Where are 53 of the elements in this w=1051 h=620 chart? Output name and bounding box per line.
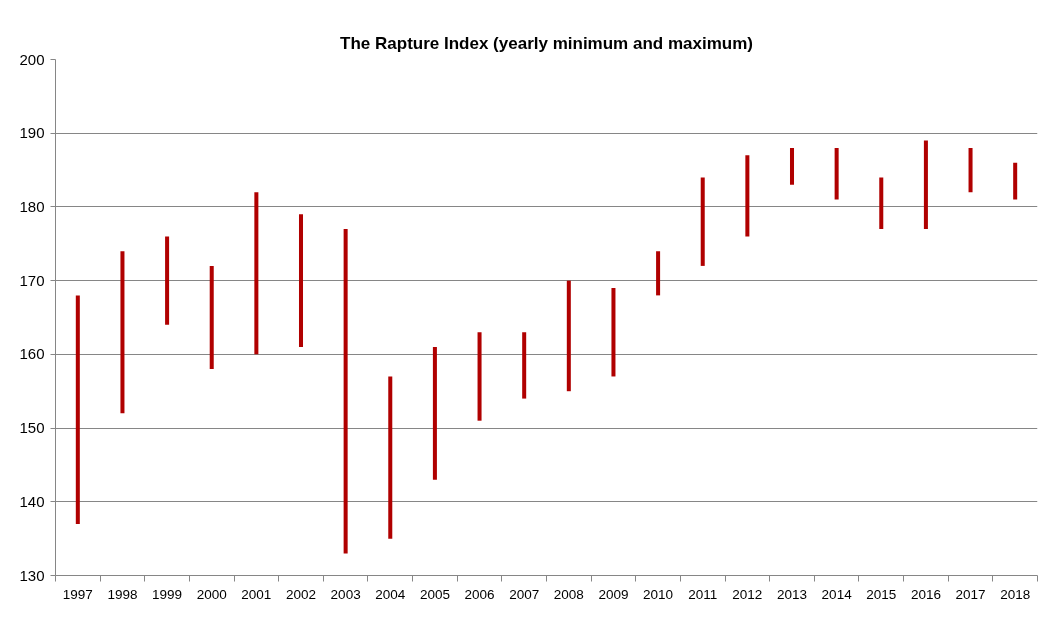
bar	[968, 147, 973, 193]
x-tick-label: 2016	[910, 586, 941, 602]
bar	[209, 265, 214, 370]
x-tick-label: 2012	[732, 586, 763, 602]
x-tick-label: 2015	[866, 586, 897, 602]
bar	[923, 140, 928, 230]
bar	[700, 177, 705, 266]
x-tick-label: 2017	[955, 586, 986, 602]
x-tick-label: 2001	[241, 586, 272, 602]
x-tick-label: 2009	[598, 586, 629, 602]
bar	[254, 192, 259, 355]
x-tick-label: 2005	[419, 586, 450, 602]
chart-title: The Rapture Index (yearly minimum and maximum)	[340, 33, 753, 53]
bar	[656, 251, 661, 296]
x-tick-label: 2002	[285, 586, 317, 602]
bar	[879, 177, 884, 230]
x-tick-label: 1998	[107, 586, 138, 602]
y-tick-label: 150	[19, 419, 45, 437]
bar	[789, 147, 795, 185]
bar	[298, 214, 304, 347]
y-tick-label: 180	[19, 197, 45, 215]
x-tick-label: 1997	[62, 586, 93, 602]
bar	[343, 229, 348, 554]
x-tick-label: 1999	[152, 586, 183, 602]
x-tick-label: 2008	[553, 586, 584, 602]
x-tick-label: 2000	[196, 586, 227, 602]
x-tick-label: 2013	[776, 586, 808, 602]
x-tick-label: 2007	[509, 586, 540, 602]
y-tick-label: 200	[19, 50, 45, 68]
x-tick-label: 2006	[464, 586, 495, 602]
x-tick-label: 2014	[821, 586, 853, 602]
bar	[477, 332, 482, 421]
bar	[432, 346, 437, 480]
bar	[120, 251, 125, 414]
y-tick-label: 170	[19, 271, 45, 289]
x-tick-label: 2003	[330, 586, 361, 602]
bar	[566, 280, 571, 392]
x-tick-label: 2004	[375, 586, 406, 602]
bar	[834, 147, 839, 200]
y-tick-label: 190	[19, 124, 45, 142]
y-tick-label: 160	[19, 345, 45, 363]
bar	[1013, 162, 1018, 200]
bar	[388, 376, 393, 539]
bar	[165, 236, 170, 325]
x-tick-label: 2011	[688, 586, 718, 602]
bar	[611, 288, 616, 377]
bar	[745, 155, 750, 237]
x-tick-label: 2010	[643, 586, 674, 602]
x-tick-label: 2018	[1000, 586, 1031, 602]
y-tick-label: 130	[19, 566, 45, 584]
bar	[75, 295, 80, 524]
bar	[522, 332, 527, 399]
y-tick-label: 140	[19, 492, 45, 510]
